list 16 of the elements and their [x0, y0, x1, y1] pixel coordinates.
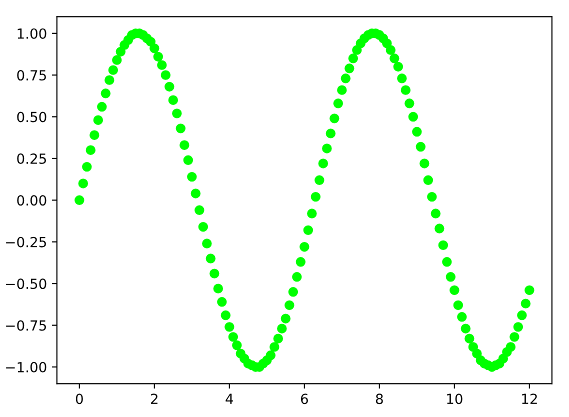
x-tick-label: 12 — [522, 394, 537, 404]
y-tick-label: −1.00 — [6, 362, 46, 372]
y-tick-label: 0.50 — [17, 112, 46, 122]
y-tick-label: 0.00 — [17, 195, 46, 206]
x-tick-label: 10 — [447, 394, 462, 404]
y-tick-label: 1.00 — [18, 28, 46, 39]
x-tick-label: 0 — [76, 394, 83, 404]
y-tick-label: 0.75 — [17, 70, 46, 81]
x-tick-label: 6 — [300, 394, 308, 404]
x-tick-label: 8 — [376, 394, 383, 404]
x-tick-label: 4 — [226, 394, 234, 404]
y-tick-label: 0.25 — [17, 153, 46, 164]
y-tick-label: −0.50 — [6, 278, 46, 290]
y-tick-label: −0.75 — [6, 320, 46, 331]
x-tick-label: 2 — [151, 394, 158, 404]
y-tick-label: −0.25 — [6, 236, 46, 248]
